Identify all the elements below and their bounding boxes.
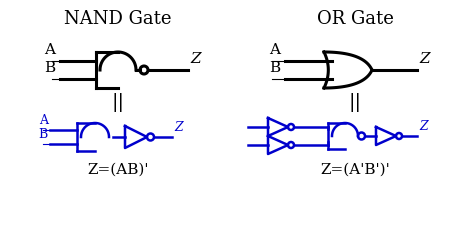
Text: OR Gate: OR Gate (317, 10, 393, 28)
Text: Z=(AB)': Z=(AB)' (87, 163, 149, 177)
Text: Z: Z (419, 52, 429, 66)
Text: A: A (39, 114, 48, 127)
Text: Z: Z (190, 52, 201, 66)
Text: Z: Z (419, 120, 428, 133)
Text: B: B (269, 61, 280, 75)
Text: Z=(A'B')': Z=(A'B')' (320, 163, 390, 177)
Text: B: B (44, 61, 55, 75)
Text: ||: || (111, 94, 125, 112)
Text: ||: || (348, 94, 362, 112)
Text: A: A (269, 43, 280, 57)
Text: B: B (39, 128, 48, 141)
Text: NAND Gate: NAND Gate (64, 10, 172, 28)
Text: A: A (44, 43, 55, 57)
Text: Z: Z (174, 121, 182, 134)
